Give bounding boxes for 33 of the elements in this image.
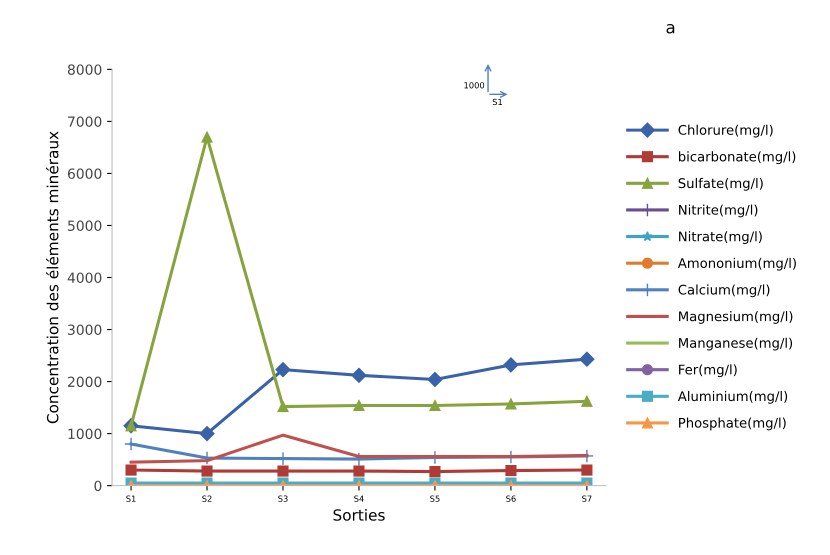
y-axis-title: Concentration des éléments minéraux xyxy=(46,131,58,424)
legend-label: Manganese(mg/l) xyxy=(679,338,792,350)
legend-label: Nitrite(mg/l) xyxy=(679,204,758,218)
text: a xyxy=(666,24,674,34)
y-tick-label: 7000 xyxy=(68,116,102,127)
legend-label: Chlorure(mg/l) xyxy=(678,124,773,138)
annotation: 1000 xyxy=(464,82,484,88)
legend-label: bicarbonate(mg/l) xyxy=(678,151,796,164)
x-tick-label: S1 xyxy=(126,495,136,502)
x-axis-title: Sorties xyxy=(334,508,385,521)
y-tick-label: 3000 xyxy=(68,324,102,336)
x-tick-label: S4 xyxy=(354,495,364,502)
x-tick-label: S3 xyxy=(278,495,288,502)
legend-label: Aluminium(mg/l) xyxy=(678,390,788,404)
y-tick-label: 4000 xyxy=(68,272,102,283)
y-tick-label: 0 xyxy=(94,480,102,492)
y-tick-label: 6000 xyxy=(68,168,102,179)
legend-label: Magnesium(mg/l) xyxy=(679,311,792,324)
y-tick-label: 2000 xyxy=(68,376,102,388)
annotation: S1 xyxy=(492,98,502,106)
x-tick-label: S7 xyxy=(582,495,592,502)
legend-label: Phosphate(mg/l) xyxy=(679,418,786,430)
legend-label: Amononium(mg/l) xyxy=(678,258,796,271)
x-tick-label: S6 xyxy=(506,495,516,502)
y-tick-label: 8000 xyxy=(68,64,102,75)
x-tick-label: S2 xyxy=(202,495,212,502)
legend-label: Fer(mg/l) xyxy=(679,364,737,378)
legend-label: Sulfate(mg/l) xyxy=(678,178,763,191)
y-tick-label: 1000 xyxy=(68,428,102,440)
legend-label: Nitrate(mg/l) xyxy=(679,231,762,244)
legend-label: Calcium(mg/l) xyxy=(678,284,770,298)
y-tick-label: 5000 xyxy=(68,220,102,231)
x-tick-label: S5 xyxy=(430,495,440,502)
